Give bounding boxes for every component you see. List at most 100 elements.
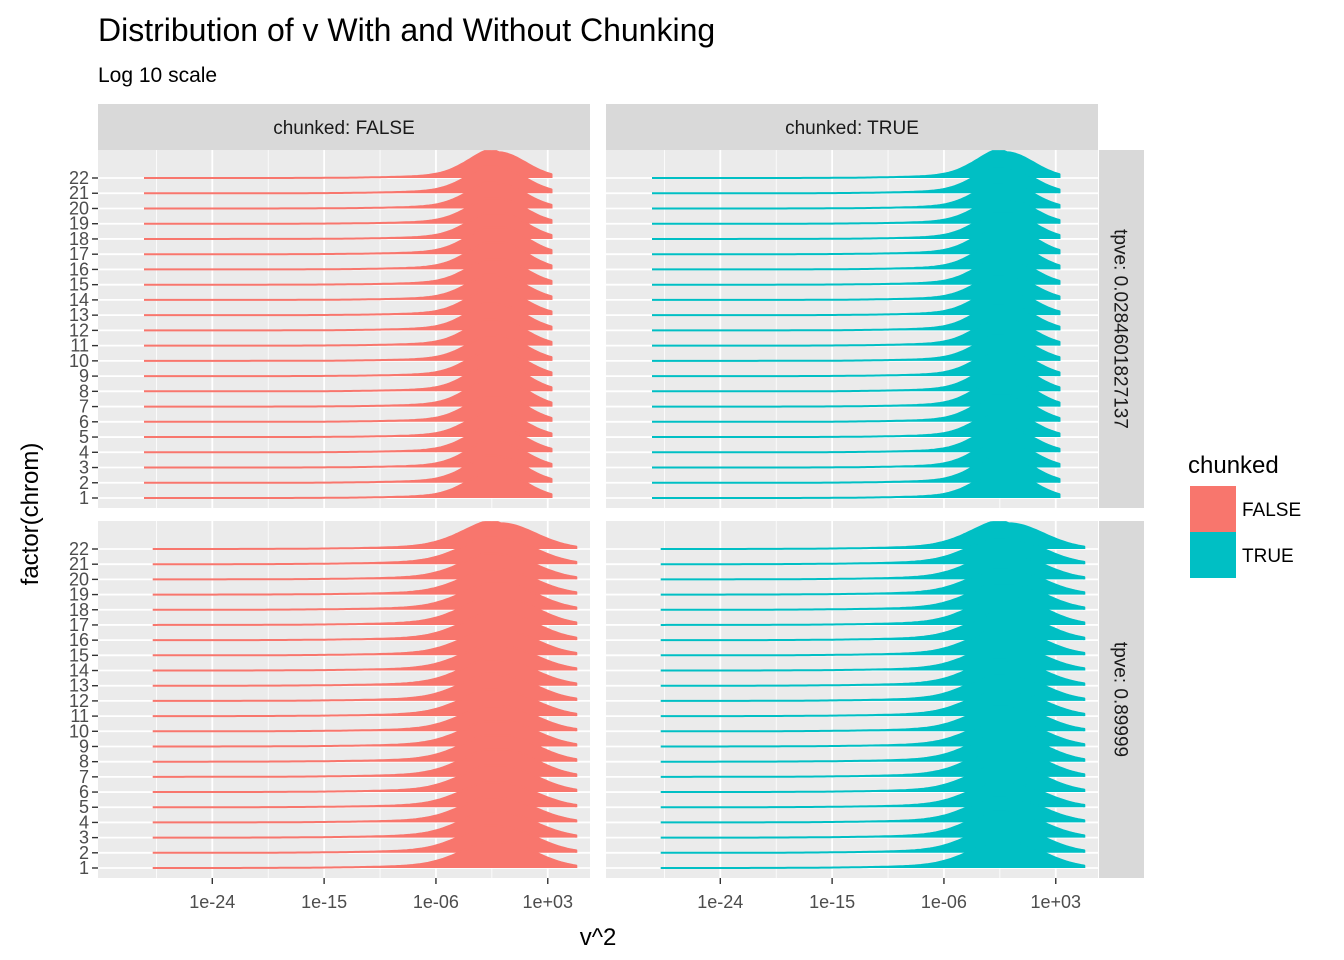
y-tick-label: 17	[69, 615, 89, 635]
y-tick-label: 4	[79, 812, 89, 832]
y-tick-label: 6	[79, 412, 89, 432]
ridge-chrom-20	[652, 181, 1061, 210]
y-tick-label: 19	[69, 214, 89, 234]
ridge-chrom-13	[652, 288, 1061, 317]
ridge-chrom-20	[152, 552, 578, 581]
plot-title: Distribution of v With and Without Chunk…	[98, 12, 715, 48]
ridge-chrom-20	[144, 181, 553, 210]
y-tick-label: 22	[69, 168, 89, 188]
y-tick-label: 20	[69, 569, 89, 589]
y-tick-label: 9	[79, 736, 89, 756]
ridge-chrom-12	[144, 302, 553, 332]
y-tick-label: 5	[79, 427, 89, 447]
ridge-chrom-17	[144, 226, 553, 256]
ridge-chrom-3	[652, 440, 1061, 469]
y-tick-label: 16	[69, 630, 89, 650]
y-tick-label: 7	[79, 767, 89, 787]
ridge-chrom-14	[652, 273, 1061, 301]
ridge-chrom-4	[652, 426, 1061, 454]
ridge-chrom-21	[652, 165, 1061, 195]
ridge-chrom-21	[660, 536, 1086, 566]
ridge-chrom-13	[144, 288, 553, 317]
ridge-chrom-22	[144, 150, 553, 179]
column-strip	[98, 104, 590, 150]
facet-panel	[606, 521, 1098, 878]
x-tick-label: 1e-06	[921, 892, 967, 912]
ridge-chrom-18	[144, 212, 553, 240]
ridge-chrom-20	[660, 552, 1086, 581]
ridge-chrom-15	[652, 258, 1061, 286]
y-tick-label: 17	[69, 244, 89, 264]
y-tick-label: 16	[69, 259, 89, 279]
y-tick-label: 7	[79, 397, 89, 417]
ridge-chrom-2	[652, 454, 1061, 484]
ridge-chrom-10	[144, 334, 553, 362]
ridge-chrom-16	[652, 241, 1061, 271]
ridge-chrom-10	[152, 705, 578, 733]
ridge-chrom-5	[660, 781, 1086, 809]
x-tick-label: 1e-24	[189, 892, 235, 912]
ridge-chrom-15	[660, 629, 1086, 657]
y-tick-label: 1	[79, 488, 89, 508]
ridge-chrom-6	[152, 764, 578, 793]
y-tick-label: 18	[69, 600, 89, 620]
y-tick-label: 8	[79, 752, 89, 772]
y-tick-label: 22	[69, 539, 89, 559]
ridge-chrom-16	[152, 612, 578, 642]
legend-key-true	[1190, 532, 1236, 578]
y-tick-label: 4	[79, 442, 89, 462]
y-tick-label: 12	[69, 320, 89, 340]
y-tick-label: 21	[69, 183, 89, 203]
ridge-chrom-19	[144, 197, 553, 225]
ridge-chrom-8	[652, 364, 1061, 393]
x-tick-label: 1e-06	[413, 892, 459, 912]
legend-key-false	[1190, 486, 1236, 532]
legend-label: FALSE	[1242, 500, 1301, 521]
ridge-chrom-17	[652, 226, 1061, 256]
ridge-chrom-2	[660, 824, 1086, 854]
x-tick-label: 1e-15	[809, 892, 855, 912]
ridge-chrom-11	[652, 318, 1061, 347]
ridge-chrom-11	[152, 688, 578, 718]
ridge-chrom-8	[144, 364, 553, 393]
ridge-chrom-9	[652, 350, 1061, 378]
row-strip	[1099, 150, 1144, 508]
row-strip-label: tpve: 0.0284601827137	[1110, 229, 1131, 429]
ridge-chrom-6	[660, 764, 1086, 793]
y-tick-label: 2	[79, 473, 89, 493]
ridge-chrom-5	[652, 411, 1061, 438]
y-tick-label: 11	[70, 706, 89, 726]
y-tick-label: 19	[69, 585, 89, 605]
row-strip-label: tpve: 0.89999	[1110, 642, 1131, 757]
ridge-chrom-9	[144, 350, 553, 378]
x-tick-label: 1e+03	[1030, 892, 1081, 912]
legend-label: TRUE	[1242, 546, 1294, 567]
y-tick-label: 5	[79, 797, 89, 817]
y-tick-label: 10	[69, 351, 89, 371]
ridge-chrom-1	[652, 471, 1061, 499]
y-tick-label: 9	[79, 366, 89, 386]
row-strip	[1099, 521, 1144, 878]
y-tick-label: 14	[69, 290, 89, 310]
y-tick-label: 21	[69, 554, 89, 574]
ridge-chrom-1	[152, 841, 578, 869]
ridge-chrom-18	[652, 212, 1061, 240]
ridge-chrom-4	[144, 426, 553, 454]
ridge-chrom-15	[152, 629, 578, 657]
ridge-chrom-10	[652, 334, 1061, 362]
ridge-chrom-10	[660, 705, 1086, 733]
column-strip-label: chunked: TRUE	[785, 118, 919, 139]
ridge-chrom-11	[660, 688, 1086, 718]
ridge-chrom-7	[144, 378, 553, 408]
ridge-chrom-5	[144, 411, 553, 438]
ridge-chrom-3	[144, 440, 553, 469]
legend-title: chunked	[1188, 452, 1279, 479]
y-tick-label: 11	[70, 336, 89, 356]
y-tick-label: 12	[69, 691, 89, 711]
y-tick-label: 3	[79, 828, 89, 848]
facet-panel	[98, 521, 590, 878]
ridge-chrom-14	[144, 273, 553, 301]
ridge-chrom-7	[652, 378, 1061, 408]
ridge-chrom-22	[652, 150, 1061, 179]
